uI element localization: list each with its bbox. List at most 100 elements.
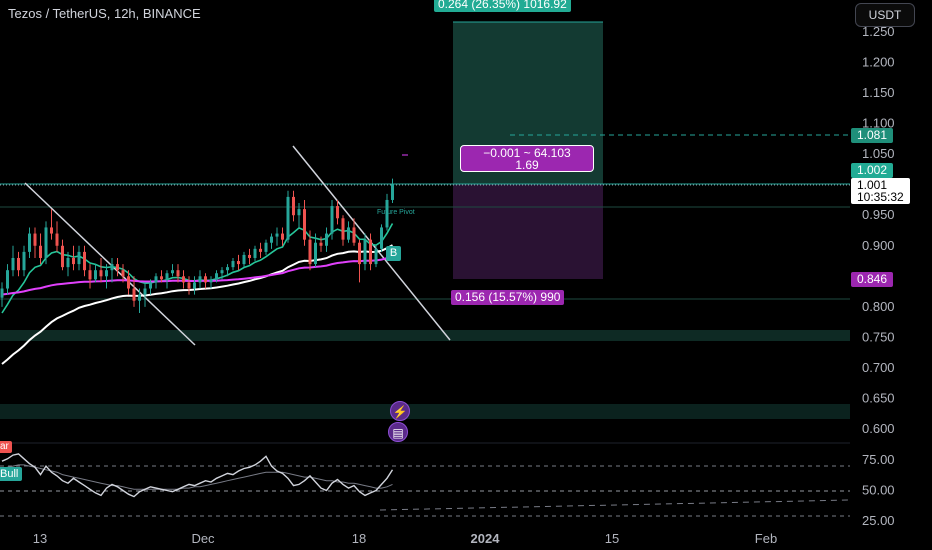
candle: [66, 251, 70, 277]
candle: [209, 276, 213, 289]
candle: [226, 264, 229, 277]
rsi-ma-line: [1, 464, 393, 490]
currency-button[interactable]: USDT: [855, 3, 915, 27]
buy-signal-badge[interactable]: B: [386, 246, 401, 261]
price-pill-stop: 0.846: [851, 272, 894, 287]
symbol-title[interactable]: Tezos / TetherUS, 12h, BINANCE: [8, 6, 201, 21]
lightning-icon[interactable]: ⚡: [390, 401, 410, 421]
candle: [116, 257, 119, 277]
candle: [55, 221, 59, 252]
candle: [28, 227, 31, 258]
candle: [165, 270, 169, 289]
position-info-box[interactable]: −0.001 ~ 64.103 1.69: [460, 145, 594, 172]
candle: [253, 245, 257, 262]
candle: [391, 178, 394, 204]
rsi-scale[interactable]: 75.00 50.00 25.00: [862, 452, 895, 528]
candle: [72, 245, 75, 271]
ema-green-line: [1, 223, 394, 314]
stop-zone: [453, 184, 603, 279]
candle: [336, 199, 339, 225]
candle: [0, 282, 4, 307]
candle: [303, 199, 306, 246]
candle: [281, 227, 284, 246]
candle: [220, 267, 224, 280]
future-pivot-label: Future Pivot: [377, 209, 415, 216]
candle: [182, 270, 185, 289]
price-tick-label: 0.700: [862, 360, 895, 375]
candle: [369, 233, 372, 271]
candle: [270, 233, 273, 249]
candle: [374, 245, 378, 268]
candle: [187, 276, 191, 295]
candle: [314, 233, 317, 268]
time-tick-label: 15: [605, 531, 619, 546]
price-pill-last: 1.001 10:35:32: [851, 178, 910, 204]
candle: [171, 264, 174, 277]
candle: [160, 270, 163, 283]
rsi-bear-label: ar: [0, 441, 12, 453]
time-tick-label: 2024: [471, 531, 501, 546]
price-tick-label: 0.600: [862, 421, 895, 436]
candle: [363, 233, 367, 271]
candle: [385, 193, 389, 231]
rsi-trend-dashed: [379, 499, 851, 511]
price-scale[interactable]: 1.250 1.200 1.150 1.100 1.050 0.950 0.900 0.800…: [862, 24, 895, 436]
candle: [330, 199, 334, 240]
us-flag-icon[interactable]: ▤: [388, 422, 408, 442]
price-tick-label: 0.800: [862, 299, 895, 314]
candle: [341, 215, 345, 246]
candle: [149, 279, 152, 295]
candle: [215, 270, 218, 283]
candle: [286, 190, 290, 243]
rsi-tick-label: 50.00: [862, 483, 895, 498]
price-tick-label: 1.200: [862, 55, 895, 70]
target-label: 0.264 (26.35%) 1016.92: [434, 0, 571, 12]
price-tick-label: 0.950: [862, 207, 895, 222]
candle: [127, 270, 130, 295]
price-tick-label: 1.250: [862, 24, 895, 39]
candle: [50, 209, 53, 240]
candle: [259, 242, 262, 258]
candle: [231, 257, 235, 271]
candle: [77, 245, 81, 271]
time-tick-label: Dec: [191, 531, 215, 546]
candle: [154, 273, 158, 289]
support-zone-upper: [0, 330, 850, 341]
candle: [325, 227, 328, 252]
candle: [275, 227, 279, 246]
candle: [33, 227, 37, 258]
candle: [292, 190, 295, 222]
candle: [242, 251, 246, 268]
candle: [176, 264, 180, 283]
bar-countdown: 10:35:32: [857, 190, 904, 204]
candle: [193, 276, 196, 295]
candle: [143, 282, 147, 307]
candle: [61, 239, 64, 271]
candle: [358, 239, 361, 283]
rsi-line: [1, 453, 394, 498]
candle: [352, 218, 356, 246]
candle: [22, 245, 26, 277]
candle: [99, 257, 103, 283]
stop-label: 0.156 (15.57%) 990: [451, 290, 565, 305]
candle: [347, 221, 350, 243]
price-tick-label: 1.100: [862, 116, 895, 131]
time-axis[interactable]: 13 Dec 18 2024 15 Feb: [33, 531, 777, 546]
candle: [248, 248, 251, 265]
candle: [44, 221, 48, 265]
candle: [138, 288, 141, 313]
position-info-line2: 1.69: [515, 158, 539, 172]
price-pill-current: 1.002: [851, 163, 894, 178]
candle: [237, 254, 240, 271]
time-tick-label: 13: [33, 531, 47, 546]
last-price-value: 1.001: [857, 178, 888, 192]
price-tick-label: 0.750: [862, 329, 895, 344]
candle: [94, 264, 97, 283]
rsi-tick-label: 25.00: [862, 513, 895, 528]
candle: [308, 230, 312, 271]
candle: [83, 245, 86, 277]
falling-trendline-left: [24, 182, 196, 346]
rsi-tick-label: 75.00: [862, 452, 895, 467]
candle: [17, 251, 20, 277]
